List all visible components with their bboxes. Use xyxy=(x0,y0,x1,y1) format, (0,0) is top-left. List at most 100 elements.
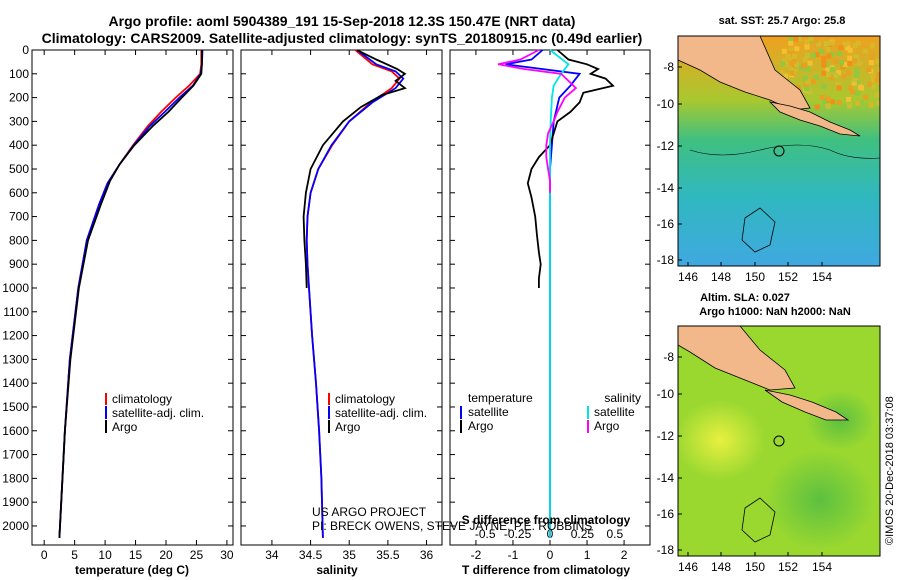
y-tick-label: 1500 xyxy=(2,400,29,414)
temperature-panel xyxy=(31,49,234,546)
sst-pixel xyxy=(852,43,858,49)
sst-pixel xyxy=(813,75,819,80)
series-satellite-adj-clim xyxy=(305,49,405,538)
series-argo xyxy=(302,49,407,289)
sst-pixel xyxy=(832,58,838,63)
sla-high-anomaly xyxy=(678,400,765,480)
sst-pixel xyxy=(829,67,835,72)
sst-pixel xyxy=(842,42,848,47)
y-tick-label: 900 xyxy=(9,257,29,271)
depth-contour xyxy=(689,144,880,159)
legend-difference: temperature salinity satellite Argo sate… xyxy=(460,391,641,433)
sst-pixel xyxy=(813,37,819,43)
map-bottom-title-2: Argo h1000: NaN h2000: NaN xyxy=(699,306,851,318)
map-lat-label: -14 xyxy=(657,471,675,485)
sla-map xyxy=(678,326,880,556)
map-lon-label: 154 xyxy=(812,560,832,574)
sst-pixel xyxy=(805,79,811,85)
sst-pixel xyxy=(828,40,834,46)
sst-pixel xyxy=(875,58,880,64)
sst-pixel xyxy=(807,60,813,66)
sst-pixel xyxy=(825,66,831,72)
sst-pixel xyxy=(826,72,831,78)
sst-pixel xyxy=(874,77,880,83)
map-lat-label: -8 xyxy=(663,60,674,74)
y-tick-label: 1900 xyxy=(2,495,29,509)
sst-pixel xyxy=(848,85,854,91)
title-line-1: Argo profile: aoml 5904389_191 15-Sep-20… xyxy=(109,13,576,29)
sst-pixel xyxy=(824,62,829,68)
y-tick-label: 1800 xyxy=(2,471,29,485)
sst-pixel xyxy=(853,54,859,60)
credit-project: US ARGO PROJECT xyxy=(312,505,427,519)
legend-label-sal-satellite: satellite xyxy=(594,405,635,419)
sst-pixel xyxy=(855,40,861,46)
map-lat-label: -18 xyxy=(657,253,675,267)
sst-pixel xyxy=(788,40,794,46)
map-lat-label: -12 xyxy=(657,139,675,153)
x-tick-label: 36 xyxy=(420,548,434,562)
land-new-guinea xyxy=(678,326,796,391)
sst-pixel xyxy=(870,84,876,90)
sst-pixel xyxy=(808,36,814,41)
y-tick-label: 300 xyxy=(9,114,29,128)
legend-label-satellite: satellite-adj. clim. xyxy=(335,406,427,420)
map-lat-label: -12 xyxy=(657,429,675,443)
sst-pixel xyxy=(854,80,860,86)
sst-pixel xyxy=(836,85,842,91)
legend-temperature: climatology satellite-adj. clim. Argo xyxy=(105,392,204,434)
sst-pixel xyxy=(875,72,880,77)
sla-low-anomaly xyxy=(765,450,875,550)
sst-pixel xyxy=(788,37,794,43)
map-top-title: sat. SST: 25.7 Argo: 25.8 xyxy=(719,15,846,27)
sst-pixel xyxy=(802,63,808,69)
x-tick-label: 20 xyxy=(159,548,173,562)
y-tick-label: 700 xyxy=(9,210,29,224)
sst-pixel xyxy=(863,95,869,100)
x-tick-label: 34 xyxy=(265,548,279,562)
x-tick-label: -1 xyxy=(508,548,519,562)
sst-pixel xyxy=(847,47,853,53)
sst-pixel xyxy=(847,55,853,61)
sst-pixel xyxy=(780,61,786,67)
sst-pixel xyxy=(878,67,880,73)
map-lon-label: 150 xyxy=(745,560,765,574)
sst-pixel xyxy=(841,73,847,79)
sst-pixel xyxy=(866,66,872,72)
sst-pixel xyxy=(780,70,785,76)
series-salinity-argo xyxy=(497,49,578,193)
y-tick-label: 1100 xyxy=(3,305,29,319)
legend-label-argo: Argo xyxy=(112,420,138,434)
legend-header-temperature: temperature xyxy=(468,391,533,405)
sst-pixel xyxy=(829,75,834,81)
sst-pixel xyxy=(858,100,864,105)
sst-pixel xyxy=(825,103,831,109)
map-lat-label: -16 xyxy=(657,507,675,521)
sst-pixel xyxy=(821,98,827,104)
x-tick-label: 1 xyxy=(584,548,591,562)
sst-pixel xyxy=(789,67,795,73)
sst-pixel xyxy=(847,61,853,66)
x-tick-label-salinity: -0.25 xyxy=(504,527,532,541)
sst-pixel xyxy=(851,80,857,86)
sst-pixel xyxy=(863,48,868,54)
salinity-xlabel: salinity xyxy=(316,563,358,577)
y-tick-label: 1400 xyxy=(2,376,29,390)
y-tick-label: 1700 xyxy=(2,448,29,462)
sst-pixel xyxy=(804,39,810,45)
sst-pixel xyxy=(803,83,809,88)
y-tick-label: 400 xyxy=(9,138,29,152)
sst-pixel xyxy=(866,81,872,87)
y-tick-label: 1600 xyxy=(2,424,29,438)
sst-pixel xyxy=(794,62,800,68)
series-salinity-satellite xyxy=(549,49,570,538)
sst-pixel xyxy=(807,89,812,95)
x-tick-label: 0 xyxy=(547,548,554,562)
x-tick-label: 0 xyxy=(41,548,48,562)
sst-pixel xyxy=(810,53,816,58)
sst-pixel xyxy=(814,52,820,58)
sst-pixel xyxy=(876,100,880,106)
sst-pixel xyxy=(805,64,811,70)
land-islands xyxy=(764,389,850,421)
sst-pixel xyxy=(846,70,852,76)
